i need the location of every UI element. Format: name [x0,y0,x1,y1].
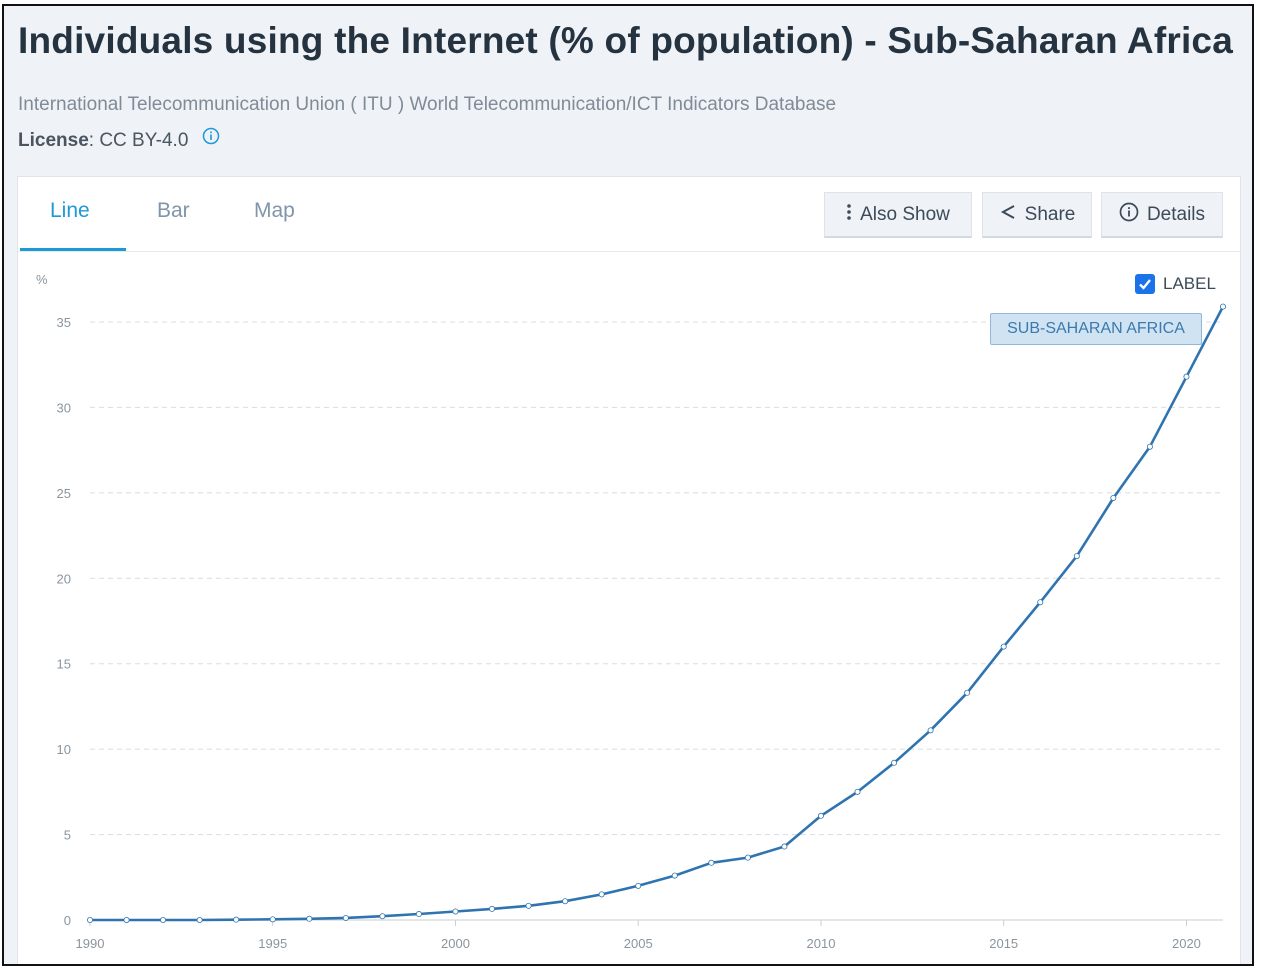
data-point [562,898,569,905]
data-point [269,916,276,923]
series-line [90,305,1225,922]
also-show-label: Also Show [860,203,950,225]
tab-bar[interactable]: Bar [157,199,190,222]
data-point [854,788,861,795]
share-button[interactable]: Share [982,192,1092,238]
y-tick-label: 20 [57,571,71,586]
label-toggle[interactable]: LABEL [1135,274,1216,294]
data-point [1146,443,1153,450]
series-label-tag: SUB-SAHARAN AFRICA [990,313,1202,345]
details-info-icon [1119,202,1139,228]
data-point [1000,643,1007,650]
page-frame: Individuals using the Internet (% of pop… [2,4,1254,966]
also-show-button[interactable]: Also Show [824,192,972,238]
label-checkbox[interactable] [1135,274,1155,294]
data-point [817,812,824,819]
data-point [1110,494,1117,501]
data-point [671,872,678,879]
data-point [489,905,496,912]
x-tick-label: 2005 [624,936,653,951]
chart-card: Line Bar Map Also Show Share Detai [17,176,1241,964]
data-point [927,727,934,734]
info-icon[interactable] [202,127,220,151]
data-point [964,689,971,696]
data-point [1220,303,1227,310]
details-label: Details [1146,203,1206,225]
label-toggle-text: LABEL [1163,274,1216,293]
y-axis-unit: % [36,272,48,287]
tab-line[interactable]: Line [50,199,90,222]
data-point [598,891,605,898]
y-tick-label: 35 [57,315,71,330]
details-button[interactable]: Details [1101,192,1223,238]
data-point [306,915,313,922]
data-point [1073,553,1080,560]
data-point [635,882,642,889]
data-point [160,917,167,924]
data-point [781,843,788,850]
grid-layer [90,321,1223,836]
y-tick-label: 0 [64,913,71,928]
chart-tabs: Line Bar Map Also Show Share Detai [18,177,1240,252]
license-line: License: CC BY-4.0 [18,127,220,152]
data-point [1037,599,1044,606]
more-vertical-icon [846,203,852,227]
data-point [123,917,130,924]
x-tick-label: 1990 [76,936,105,951]
axis-layer: % 0 5 10 15 20 25 30 35 1990 1995 2000 2005 2010 2015 2… [36,272,1223,951]
license-label: License [18,130,89,151]
x-tick-label: 2020 [1172,936,1201,951]
data-point [452,908,459,915]
series-layer [87,303,1227,924]
page-title: Individuals using the Internet (% of pop… [18,20,1233,61]
data-point [415,911,422,918]
data-point [525,902,532,909]
data-point [891,759,898,766]
x-tick-label: 2000 [441,936,470,951]
source-text: International Telecommunication Union ( … [18,94,837,115]
data-point [196,917,203,924]
y-tick-label: 5 [64,828,71,843]
data-point [379,913,386,920]
y-tick-label: 25 [57,486,71,501]
tab-map[interactable]: Map [254,199,295,222]
y-tick-label: 15 [57,657,71,672]
data-point [342,914,349,921]
license-value: : CC BY-4.0 [88,130,189,151]
active-tab-indicator [20,248,126,251]
data-point [744,854,751,861]
x-tick-label: 1995 [258,936,287,951]
data-point [1183,373,1190,380]
x-tick-label: 2010 [807,936,836,951]
data-point [708,859,715,866]
share-icon [999,203,1017,227]
data-point [87,917,94,924]
share-label: Share [1024,203,1076,225]
data-point [233,916,240,923]
y-tick-label: 30 [57,400,71,415]
y-tick-label: 10 [57,742,71,757]
x-tick-label: 2015 [989,936,1018,951]
line-chart: % 0 5 10 15 20 25 30 35 1990 1995 2000 2005 2010 2015 2… [36,272,1227,951]
